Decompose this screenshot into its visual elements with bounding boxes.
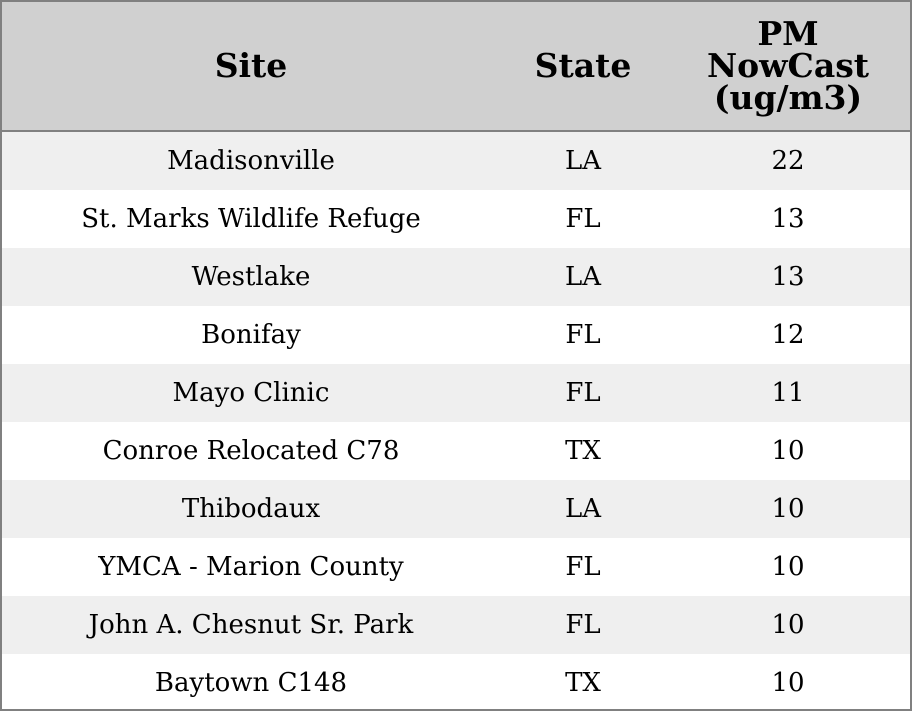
table-cell: 13 (666, 190, 910, 248)
column-header: Site (2, 2, 500, 132)
table-cell: LA (500, 131, 666, 190)
table-cell: 10 (666, 596, 910, 654)
table-cell: FL (500, 190, 666, 248)
table-cell: John A. Chesnut Sr. Park (2, 596, 500, 654)
table-row: John A. Chesnut Sr. Park FL 10 (2, 596, 910, 654)
table-cell: Mayo Clinic (2, 364, 500, 422)
table-cell: FL (500, 364, 666, 422)
table-cell: FL (500, 538, 666, 596)
table-cell: LA (500, 248, 666, 306)
table-cell: Madisonville (2, 131, 500, 190)
table-cell: LA (500, 480, 666, 538)
table-cell: Conroe Relocated C78 (2, 422, 500, 480)
table-row: Thibodaux LA 10 (2, 480, 910, 538)
table-cell: Baytown C148 (2, 654, 500, 709)
table-cell: Thibodaux (2, 480, 500, 538)
table-row: Baytown C148 TX 10 (2, 654, 910, 709)
column-header: State (500, 2, 666, 132)
table-cell: 10 (666, 538, 910, 596)
table-cell: 13 (666, 248, 910, 306)
table-cell: 22 (666, 131, 910, 190)
table-cell: 11 (666, 364, 910, 422)
header-row: Site State PM NowCast (ug/m3) (2, 2, 910, 132)
table-cell: TX (500, 422, 666, 480)
table-body: Madisonville LA 22 St. Marks Wildlife Refug… (2, 131, 910, 709)
table-row: Bonifay FL 12 (2, 306, 910, 364)
column-header-text: PM NowCast (ug/m3) (706, 14, 870, 117)
table-cell: St. Marks Wildlife Refuge (2, 190, 500, 248)
table-cell: 10 (666, 480, 910, 538)
table-cell: 12 (666, 306, 910, 364)
table-cell: FL (500, 306, 666, 364)
column-header-text: Site (214, 46, 288, 85)
table-row: Madisonville LA 22 (2, 131, 910, 190)
table-cell: Bonifay (2, 306, 500, 364)
table-cell: TX (500, 654, 666, 709)
table-row: Conroe Relocated C78 TX 10 (2, 422, 910, 480)
column-header-text: State (534, 46, 632, 85)
table-row: St. Marks Wildlife Refuge FL 13 (2, 190, 910, 248)
table-row: YMCA - Marion County FL 10 (2, 538, 910, 596)
table-cell: FL (500, 596, 666, 654)
table-row: Mayo Clinic FL 11 (2, 364, 910, 422)
column-header: PM NowCast (ug/m3) (666, 2, 910, 132)
table-row: Westlake LA 13 (2, 248, 910, 306)
table-cell: 10 (666, 654, 910, 709)
table-cell: 10 (666, 422, 910, 480)
table-cell: YMCA - Marion County (2, 538, 500, 596)
table-cell: Westlake (2, 248, 500, 306)
